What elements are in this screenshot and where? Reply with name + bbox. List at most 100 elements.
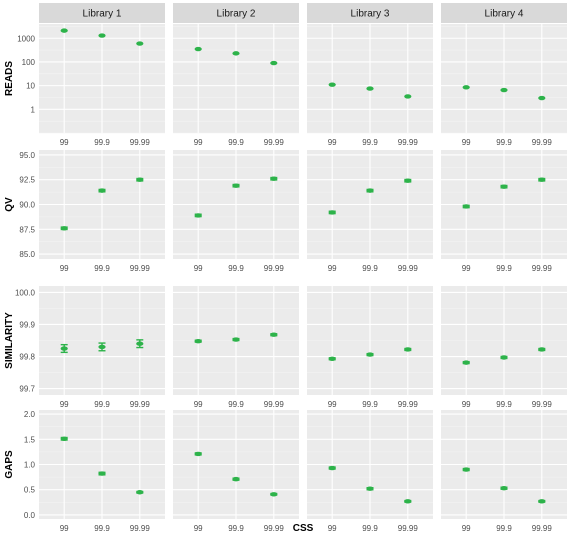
data-point (270, 332, 278, 337)
x-tick-label: 99.9 (496, 524, 512, 533)
y-tick-label: 95.0 (19, 151, 35, 160)
data-point (404, 347, 412, 352)
row-label: QV (4, 197, 15, 212)
y-tick-label: 100.0 (15, 288, 36, 297)
x-tick-label: 99.9 (496, 400, 512, 409)
x-tick-label: 99 (328, 264, 337, 273)
data-point (462, 467, 470, 472)
data-point (60, 436, 68, 441)
data-point (500, 355, 508, 360)
data-point (538, 347, 546, 352)
data-point (194, 213, 202, 218)
facet-strip-label: Library 3 (351, 9, 390, 20)
facet-strip (307, 3, 433, 23)
data-point (462, 85, 470, 90)
data-point (98, 344, 106, 350)
facet-strip-label: Library 4 (485, 9, 524, 20)
data-point (136, 341, 144, 346)
data-point (270, 176, 278, 181)
x-tick-label: 99.9 (362, 524, 378, 533)
y-tick-label: 87.5 (19, 225, 35, 234)
data-point (194, 46, 202, 52)
x-tick-label: 99.99 (130, 138, 151, 147)
y-tick-label: 99.9 (19, 320, 35, 329)
x-tick-label: 99.9 (496, 264, 512, 273)
data-point (194, 451, 202, 457)
data-point (328, 356, 336, 361)
facet-strip-label: Library 1 (83, 9, 122, 20)
row-label: SIMILARITY (4, 312, 15, 369)
facet-strip (39, 3, 165, 23)
x-tick-label: 99 (462, 138, 471, 147)
x-tick-label: 99.99 (130, 400, 151, 409)
data-point (500, 486, 508, 491)
x-tick-label: 99.99 (398, 264, 419, 273)
x-tick-label: 99.9 (362, 138, 378, 147)
y-tick-label: 0.5 (24, 486, 36, 495)
y-tick-label: 92.5 (19, 176, 35, 185)
x-tick-label: 99 (462, 264, 471, 273)
facet-panel: 99 99.9 99.99 (441, 286, 567, 409)
facet-panel: 99 99.9 99.99 (173, 410, 299, 533)
x-tick-label: 99 (328, 138, 337, 147)
data-point (404, 178, 412, 183)
data-point (60, 28, 68, 33)
x-tick-label: 99.99 (532, 264, 553, 273)
facet-strips: Library 1 Library 2 Library 3 Library 4 (39, 3, 567, 23)
x-tick-label: 99.99 (398, 524, 419, 533)
y-tick-label: 90.0 (19, 201, 35, 210)
data-point (136, 177, 144, 182)
x-tick-label: 99 (194, 524, 203, 533)
data-point (538, 95, 546, 101)
facet-panel: 99 99.9 99.99 (173, 286, 299, 409)
x-tick-label: 99.99 (130, 524, 151, 533)
data-point (462, 204, 470, 209)
y-tick-label: 85.0 (19, 250, 35, 259)
x-tick-label: 99.9 (362, 264, 378, 273)
data-point (60, 346, 68, 351)
facet-panel: 99 99.9 99.99 (39, 150, 165, 273)
facet-panel: 99 99.9 99.99 (307, 286, 433, 409)
data-point (538, 177, 546, 182)
x-axis-title: CSS (293, 523, 314, 534)
x-tick-label: 99 (194, 264, 203, 273)
x-tick-label: 99 (328, 524, 337, 533)
data-point (232, 51, 240, 56)
facet-panel: 99 99.9 99.99 (441, 24, 567, 147)
y-tick-label: 1.0 (24, 461, 36, 470)
data-point (270, 492, 278, 497)
y-tick-label: 2.0 (24, 410, 36, 419)
data-point (366, 352, 374, 357)
x-tick-label: 99.9 (94, 264, 110, 273)
data-point (60, 226, 68, 231)
facet-panel: 99 99.9 99.99 (307, 410, 433, 533)
facet-strip (441, 3, 567, 23)
x-tick-label: 99 (60, 400, 69, 409)
x-tick-label: 99 (328, 400, 337, 409)
y-tick-label: 100 (22, 58, 36, 67)
facet-panel: 99 99.9 99.99 (441, 150, 567, 273)
row-label: GAPS (4, 450, 15, 479)
x-tick-label: 99.99 (532, 524, 553, 533)
data-point (232, 183, 240, 188)
data-point (98, 188, 106, 193)
data-point (136, 490, 144, 495)
x-tick-label: 99.9 (496, 138, 512, 147)
x-tick-label: 99.99 (264, 400, 285, 409)
row-labels: READS QV SIMILARITY GAPS (4, 61, 15, 479)
facet-strip-label: Library 2 (217, 9, 256, 20)
data-point (232, 476, 240, 482)
facet-panel: 99 99.9 99.99 (39, 24, 165, 147)
y-tick-label: 1.5 (24, 435, 36, 444)
x-tick-label: 99.9 (228, 138, 244, 147)
x-tick-label: 99 (462, 400, 471, 409)
data-point (194, 338, 202, 344)
x-tick-label: 99.99 (532, 400, 553, 409)
data-point (366, 86, 374, 91)
x-tick-label: 99.9 (228, 264, 244, 273)
x-tick-label: 99.99 (398, 138, 419, 147)
data-point (404, 499, 412, 504)
x-tick-label: 99 (60, 264, 69, 273)
